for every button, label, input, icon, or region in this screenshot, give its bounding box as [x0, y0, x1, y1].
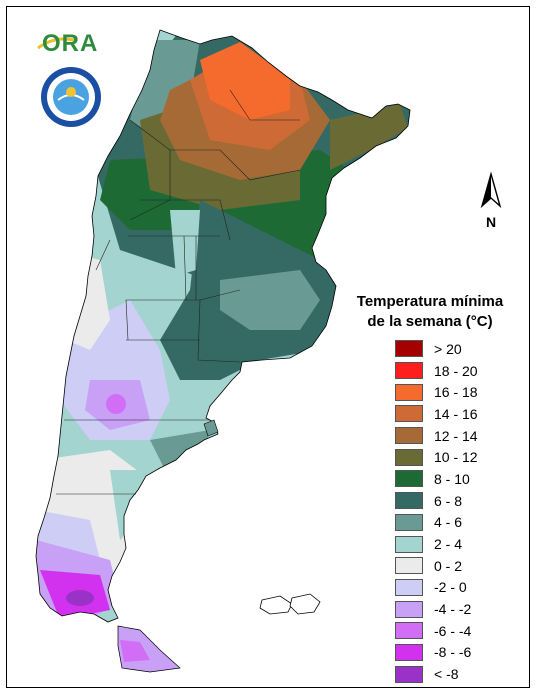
legend-item: > 20	[395, 338, 478, 360]
legend-swatch	[395, 557, 423, 575]
legend-swatch	[395, 448, 423, 466]
legend-label: -4 - -2	[434, 601, 472, 618]
legend-item: 16 - 18	[395, 381, 478, 403]
legend-item: 10 - 12	[395, 446, 478, 468]
legend-label: -8 - -6	[434, 644, 472, 661]
legend-title-line-1: Temperatura mínima	[356, 293, 504, 310]
legend-swatch	[395, 362, 423, 380]
legend-swatch	[395, 492, 423, 510]
legend-item: < -8	[395, 663, 478, 685]
smn-seal-icon	[41, 67, 101, 127]
malvinas-islands	[259, 593, 321, 615]
legend-swatch	[395, 513, 423, 531]
legend-swatch	[395, 535, 423, 553]
legend-label: -2 - 0	[434, 579, 467, 596]
legend-label: > 20	[434, 340, 462, 357]
legend-item: -2 - 0	[395, 577, 478, 599]
legend-item: 6 - 8	[395, 490, 478, 512]
north-label: N	[486, 214, 497, 230]
legend-item: -8 - -6	[395, 642, 478, 664]
legend-item: -6 - -4	[395, 620, 478, 642]
legend-swatch	[395, 405, 423, 423]
coastal-island	[203, 419, 219, 437]
legend-label: 8 - 10	[434, 470, 470, 487]
legend-swatch	[395, 578, 423, 596]
legend-title: Temperatura mínima de la semana (°C)	[340, 292, 520, 332]
province-boundaries	[56, 89, 301, 495]
legend-title-line-2: de la semana (°C)	[367, 313, 493, 330]
legend-label: 18 - 20	[434, 362, 478, 379]
legend-item: 4 - 6	[395, 512, 478, 534]
legend-label: 10 - 12	[434, 449, 478, 466]
legend-item: 14 - 16	[395, 403, 478, 425]
legend-label: 6 - 8	[434, 492, 463, 509]
legend-label: 4 - 6	[434, 514, 463, 531]
legend-swatch	[395, 622, 423, 640]
tierra-del-fuego-cold-zone	[120, 640, 150, 662]
legend-label: 12 - 14	[434, 427, 478, 444]
ora-logo-icon	[37, 37, 75, 50]
country-outline	[35, 29, 411, 623]
legend-item: 8 - 10	[395, 468, 478, 490]
legend-swatch	[395, 470, 423, 488]
legend-label: 14 - 16	[434, 405, 478, 422]
legend-item: 0 - 2	[395, 555, 478, 577]
legend-items: > 20 18 - 20 16 - 18 14 - 16 12 - 14 10 - 12 8…	[395, 338, 478, 685]
legend-swatch	[395, 383, 423, 401]
legend-label: 0 - 2	[434, 557, 463, 574]
ora-logo-text: ORA	[42, 30, 99, 57]
legend-label: 2 - 4	[434, 536, 463, 553]
legend-item: 18 - 20	[395, 360, 478, 382]
legend-swatch	[395, 427, 423, 445]
legend-item: 12 - 14	[395, 425, 478, 447]
legend-label: -6 - -4	[434, 622, 472, 639]
legend-label: < -8	[434, 666, 459, 683]
legend-item: -4 - -2	[395, 598, 478, 620]
legend-swatch	[395, 340, 423, 358]
legend-label: 16 - 18	[434, 384, 478, 401]
north-arrow-icon	[480, 172, 502, 209]
legend-swatch	[395, 643, 423, 661]
legend-item: 2 - 4	[395, 533, 478, 555]
legend: Temperatura mínima de la semana (°C) > 2…	[340, 292, 530, 683]
legend-swatch	[395, 600, 423, 618]
legend-swatch	[395, 665, 423, 683]
